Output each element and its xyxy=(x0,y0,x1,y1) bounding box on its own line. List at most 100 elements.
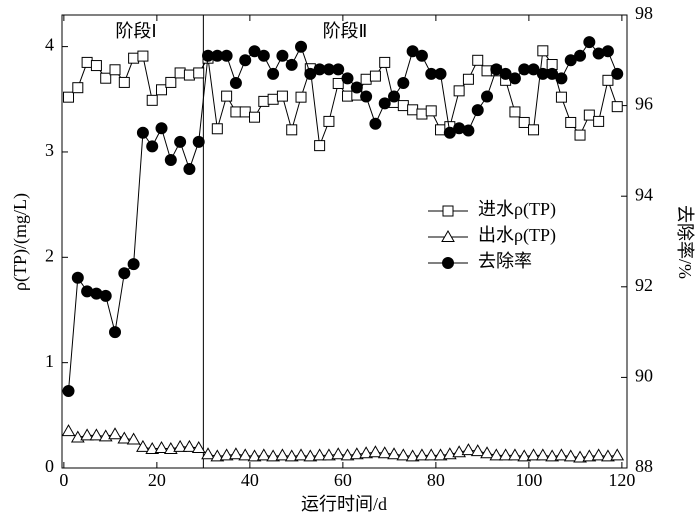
data-point xyxy=(360,90,373,103)
data-point xyxy=(126,432,141,445)
data-point xyxy=(80,428,94,441)
data-point xyxy=(117,431,132,444)
y2-tick-label: 90 xyxy=(635,366,653,386)
data-point xyxy=(378,97,391,110)
data-point xyxy=(360,73,372,85)
data-point xyxy=(555,91,567,103)
data-point xyxy=(397,100,409,112)
data-point xyxy=(63,91,75,103)
data-point xyxy=(137,50,149,62)
data-point xyxy=(182,439,197,452)
data-point xyxy=(127,258,140,271)
data-point xyxy=(155,122,168,135)
data-point xyxy=(146,140,159,153)
data-point xyxy=(201,447,215,460)
data-point xyxy=(154,440,169,453)
data-point xyxy=(462,124,475,137)
data-point xyxy=(99,289,112,302)
data-point xyxy=(387,447,401,460)
data-point xyxy=(312,448,327,461)
data-point xyxy=(314,140,326,152)
data-point xyxy=(331,447,346,460)
data-point xyxy=(275,448,290,461)
data-point xyxy=(332,63,345,76)
data-point xyxy=(61,424,76,437)
data-point xyxy=(611,67,624,80)
data-point xyxy=(276,49,289,62)
data-point xyxy=(368,445,383,458)
data-point xyxy=(472,54,484,66)
data-point xyxy=(601,449,615,462)
data-point xyxy=(593,115,605,127)
data-point xyxy=(323,115,335,127)
data-point xyxy=(528,124,540,136)
x-tick-label: 40 xyxy=(241,470,259,490)
data-point xyxy=(267,93,279,105)
data-point xyxy=(489,448,504,461)
y2-tick-label: 92 xyxy=(635,275,653,295)
data-point xyxy=(452,445,466,458)
data-point xyxy=(183,163,196,176)
data-point xyxy=(294,448,308,461)
data-point xyxy=(509,106,521,118)
x-tick-label: 100 xyxy=(515,470,542,490)
data-point xyxy=(164,153,177,166)
data-point xyxy=(276,90,288,102)
data-point xyxy=(545,449,559,462)
data-point xyxy=(100,72,112,84)
data-point xyxy=(256,448,271,461)
data-point xyxy=(71,271,84,284)
data-point xyxy=(379,56,391,68)
data-point xyxy=(89,428,104,441)
data-point xyxy=(174,67,186,79)
stage-label: 阶段Ⅰ xyxy=(115,21,156,41)
legend-marker xyxy=(442,257,454,269)
y2-tick-label: 94 xyxy=(635,184,653,204)
data-point xyxy=(442,447,457,460)
data-point xyxy=(369,117,382,130)
y2-tick-label: 98 xyxy=(635,3,653,23)
data-point xyxy=(461,443,476,456)
data-point xyxy=(192,135,205,148)
y-tick-label: 3 xyxy=(45,140,54,160)
data-point xyxy=(249,111,261,123)
data-point xyxy=(583,109,595,121)
data-point xyxy=(554,448,569,461)
data-point xyxy=(611,101,623,113)
data-point xyxy=(377,446,392,459)
y-tick-label: 1 xyxy=(45,351,54,371)
data-point xyxy=(295,40,308,53)
data-point xyxy=(247,449,262,462)
data-point xyxy=(220,49,233,62)
data-point xyxy=(193,67,205,79)
data-point xyxy=(229,447,243,460)
data-point xyxy=(582,449,597,462)
data-point xyxy=(191,440,206,453)
data-point xyxy=(221,90,233,102)
data-point xyxy=(508,72,521,85)
x-tick-label: 60 xyxy=(334,470,352,490)
data-point xyxy=(535,448,550,461)
data-point xyxy=(433,448,448,461)
data-point xyxy=(98,429,113,442)
data-point xyxy=(128,52,140,64)
data-point xyxy=(359,446,373,459)
data-point xyxy=(284,449,299,462)
legend-marker xyxy=(441,229,455,242)
data-point xyxy=(210,449,225,462)
data-point xyxy=(70,430,85,443)
data-point xyxy=(574,129,586,141)
data-point xyxy=(108,427,122,440)
data-point xyxy=(583,36,596,49)
data-point xyxy=(518,116,530,128)
data-point xyxy=(165,76,177,88)
data-point xyxy=(610,448,625,461)
data-point xyxy=(286,124,298,136)
data-point xyxy=(563,449,578,462)
y-axis-label: ρ(TP)/(mg/L) xyxy=(10,193,31,291)
data-point xyxy=(388,90,401,103)
data-point xyxy=(229,76,242,89)
data-point xyxy=(322,448,336,461)
data-point xyxy=(405,449,420,462)
